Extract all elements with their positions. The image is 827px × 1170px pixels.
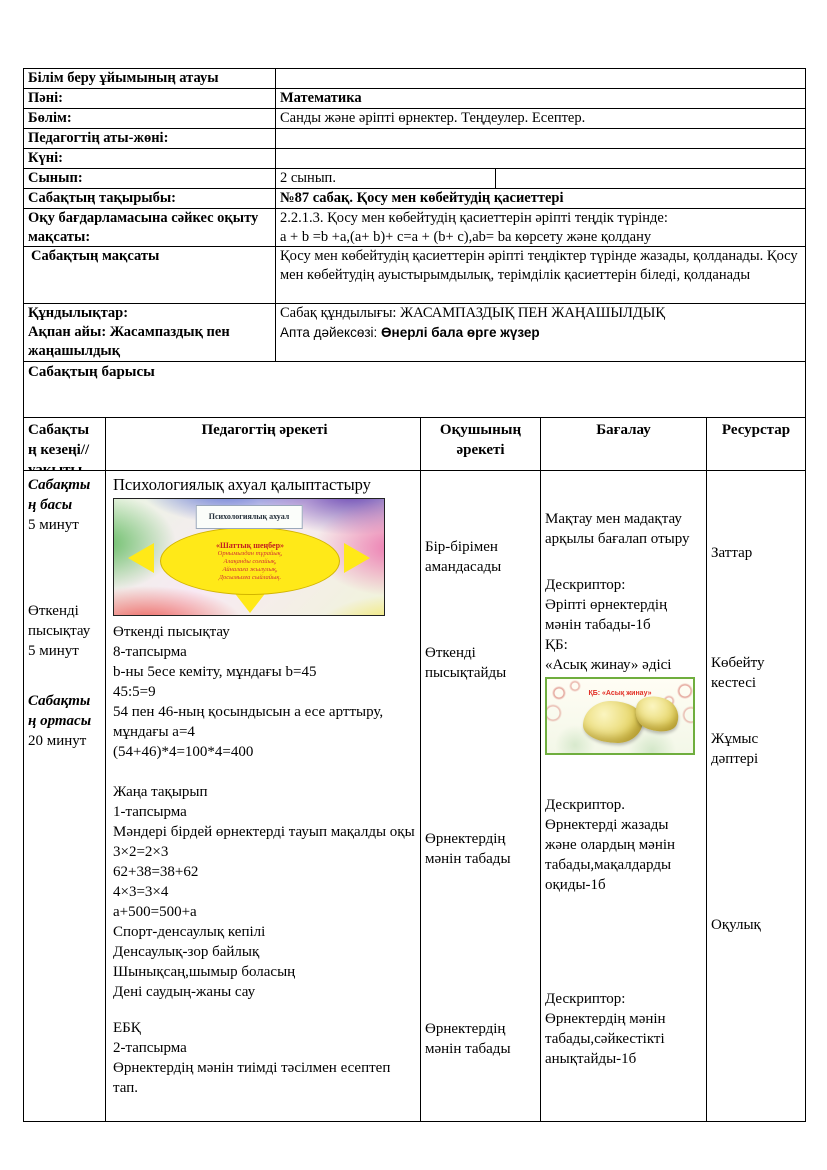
ebk-task-block: ЕБҚ 2-тапсырма Өрнектердің мәнін тиімді …: [113, 1020, 391, 1096]
info-row-org: Білім беру ұйымының атауы: [24, 69, 805, 89]
header-stage: Сабақтың кезеңі// уақыты: [24, 418, 106, 470]
student-find-value-text-2: Өрнектердің мәнін табады: [425, 1021, 511, 1057]
section-label: Бөлім:: [24, 109, 276, 128]
resource-workbook: Жұмыс дәптері: [711, 731, 759, 767]
org-name-label: Білім беру ұйымының атауы: [24, 69, 276, 88]
header-resources: Ресурстар: [721, 422, 791, 438]
info-row-subject: Пәні: Математика: [24, 89, 805, 109]
assessment-column: Мақтау мен мадақтау арқылы бағалап отыру…: [541, 471, 707, 1121]
joy-circle-title: «Шаттық шеңбер»: [215, 540, 285, 550]
info-row-class: Сынып: 2 сынып.: [24, 169, 805, 189]
info-row-section: Бөлім: Санды және әріпті өрнектер. Теңде…: [24, 109, 805, 129]
goal-value: Қосу мен көбейтудің қасиеттерін әріпті т…: [280, 248, 798, 283]
resources-column: Заттар Көбейту кестесі Жұмыс дәптері Оқу…: [707, 471, 805, 1121]
stage-1-block: Сабақтың басы 5 минут: [28, 475, 94, 535]
stage-3-name: Сабақтың ортасы: [28, 693, 92, 729]
header-student-action: Оқушының әрекеті: [421, 418, 541, 470]
lesson-value-line: Сабақ құндылығы: ЖАСАМПАЗДЫҚ ПЕН ЖАҢАШЫЛ…: [280, 305, 666, 321]
knucklebone-icon: [583, 701, 643, 743]
topic-value: №87 сабақ. Қосу мен көбейтудің қасиеттер…: [280, 190, 564, 206]
info-row-values: Құндылықтар: Ақпан айы: Жасампаздық пен …: [24, 304, 805, 361]
psych-mood-illustration: Психологиялық ахуал «Шаттық шеңбер» Орны…: [113, 498, 385, 616]
resource-textbook: Оқулық: [711, 917, 761, 933]
student-greet-text: Бір-бірімен амандасады: [425, 539, 502, 575]
org-name-value: [276, 69, 805, 88]
header-teacher-action: Педагогтің әрекеті: [106, 418, 421, 470]
new-topic-block: Жаңа тақырып 1-тапсырма Мәндері бірдей ө…: [113, 784, 415, 1000]
lesson-flow-title: Сабақтың барысы: [23, 361, 806, 418]
flow-table-header-row: Сабақтың кезеңі// уақыты Педагогтің әрек…: [24, 418, 805, 471]
week-quote-line: Апта дәйексөзі: Өнерлі бала өрге жүзер: [280, 323, 801, 342]
descriptor-3-block: Дескриптор: Өрнектердің мәнін табады,сәй…: [545, 991, 666, 1067]
values-value: Сабақ құндылығы: ЖАСАМПАЗДЫҚ ПЕН ЖАҢАШЫЛ…: [276, 304, 805, 361]
asyk-game-illustration: ҚБ: «Асық жинау»: [545, 677, 695, 755]
info-row-date: Күні:: [24, 149, 805, 169]
flow-table-body-row: Сабақтың басы 5 минут Өткенді пысықтау 5…: [24, 471, 805, 1121]
values-label: Құндылықтар: Ақпан айы: Жасампаздық пен …: [24, 304, 276, 361]
subject-value: Математика: [280, 90, 362, 106]
stage-2-block: Өткенді пысықтау 5 минут: [28, 601, 94, 661]
starburst-right-ray-icon: [344, 543, 370, 573]
date-label: Күні:: [24, 149, 276, 168]
starburst-left-ray-icon: [128, 543, 154, 573]
stage-column: Сабақтың басы 5 минут Өткенді пысықтау 5…: [24, 471, 106, 1121]
student-review-text: Өткенді пысықтайды: [425, 645, 507, 681]
teacher-name-value: [276, 129, 805, 148]
psych-banner-label: Психологиялық ахуал: [195, 505, 303, 529]
info-row-topic: Сабақтың тақырыбы: №87 сабақ. Қосу мен к…: [24, 189, 805, 209]
curriculum-label: Оқу бағдарламасына сәйкес оқыту мақсаты:: [24, 209, 276, 246]
student-find-value-text-1: Өрнектердің мәнін табады: [425, 831, 511, 867]
subject-label: Пәні:: [24, 89, 276, 108]
starburst-oval: «Шаттық шеңбер» Орнымыздан тұрайық, Алақ…: [160, 527, 340, 595]
stage-2-name: Өткенді пысықтау: [28, 603, 91, 639]
stage-1-time: 5 минут: [28, 517, 79, 533]
lesson-info-table: Білім беру ұйымының атауы Пәні: Математи…: [23, 68, 806, 362]
joy-circle-verse: Орнымыздан тұрайық, Алақанды соғайық, Ай…: [217, 549, 283, 581]
praise-text: Мақтау мен мадақтау арқылы бағалап отыру: [545, 511, 690, 547]
info-row-goal: Сабақтың мақсаты Қосу мен көбейтудің қас…: [24, 247, 805, 304]
stage-1-name: Сабақтың басы: [28, 477, 91, 513]
student-action-column: Бір-бірімен амандасады Өткенді пысықтайд…: [421, 471, 541, 1121]
section-value: Санды және әріпті өрнектер. Теңдеулер. Е…: [280, 110, 586, 126]
week-quote-label: Апта дәйексөзі:: [280, 325, 382, 340]
goal-label: Сабақтың мақсаты: [24, 247, 276, 303]
info-row-curriculum: Оқу бағдарламасына сәйкес оқыту мақсаты:…: [24, 209, 805, 247]
stage-2-time: 5 минут: [28, 643, 79, 659]
class-value: 2 сынып.: [276, 169, 496, 188]
header-assessment: Бағалау: [541, 418, 707, 470]
starburst-bottom-ray-icon: [233, 591, 267, 613]
resource-items: Заттар: [711, 545, 753, 561]
descriptor-1-block: Дескриптор: Әріпті өрнектердің мәнін таб…: [545, 577, 672, 673]
asyk-caption: ҚБ: «Асық жинау»: [588, 690, 652, 697]
stage-3-time: 20 минут: [28, 733, 87, 749]
teacher-name-label: Педагогтің аты-жөні:: [24, 129, 276, 148]
week-quote-text: Өнерлі бала өрге жүзер: [381, 325, 540, 340]
curriculum-value: 2.2.1.3. Қосу мен көбейтудің қасиеттерін…: [280, 210, 668, 245]
topic-label: Сабақтың тақырыбы:: [24, 189, 276, 208]
lesson-plan-document: Білім беру ұйымының атауы Пәні: Математи…: [23, 68, 806, 1122]
class-value-extra: [496, 169, 805, 188]
info-row-teacher: Педагогтің аты-жөні:: [24, 129, 805, 149]
psych-mood-title: Психологиялық ахуал қалыптастыру: [113, 475, 371, 494]
descriptor-2-block: Дескриптор. Өрнектерді жазады және олард…: [545, 797, 676, 893]
date-value: [276, 149, 805, 168]
resource-mult-table: Көбейту кестесі: [711, 655, 765, 691]
teacher-action-column: Психологиялық ахуал қалыптастыру Психоло…: [106, 471, 421, 1121]
review-task-block: Өткенді пысықтау 8-тапсырма b-ны 5есе ке…: [113, 624, 384, 760]
class-label: Сынып:: [24, 169, 276, 188]
lesson-flow-table: Сабақтың кезеңі// уақыты Педагогтің әрек…: [23, 417, 806, 1122]
stage-3-block: Сабақтың ортасы 20 минут: [28, 691, 94, 751]
